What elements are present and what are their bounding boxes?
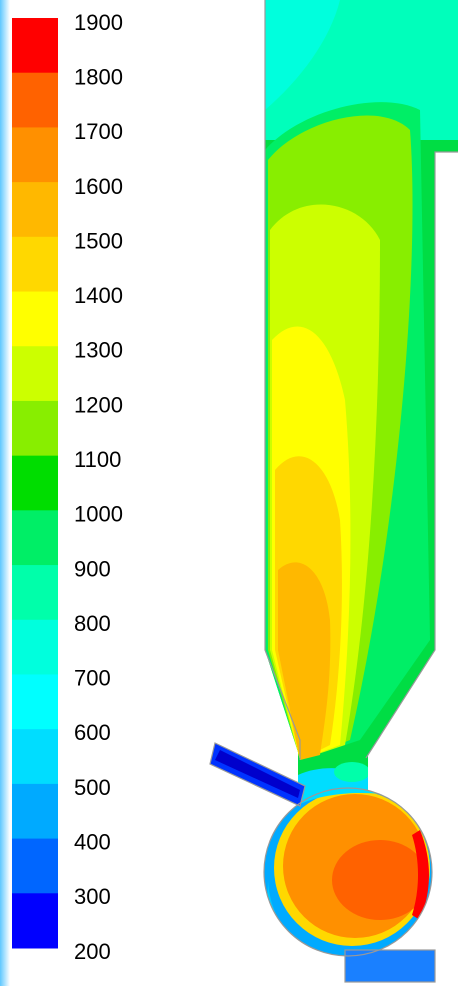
colorbar-band bbox=[12, 565, 58, 620]
colorbar-tick-label: 200 bbox=[74, 939, 111, 964]
colorbar-tick-label: 1200 bbox=[74, 392, 123, 417]
page: 1900 1800 1700 1600 1500 1400 1300 1200 1100 1000… bbox=[0, 0, 458, 986]
colorbar-band bbox=[12, 893, 58, 948]
colorbar-band bbox=[12, 18, 58, 73]
colorbar-band bbox=[12, 73, 58, 128]
colorbar-tick-label: 800 bbox=[74, 611, 111, 636]
colorbar-tick-label: 400 bbox=[74, 830, 111, 855]
colorbar-band bbox=[12, 182, 58, 237]
colorbar-band bbox=[12, 127, 58, 182]
colorbar-band bbox=[12, 784, 58, 839]
colorbar-band bbox=[12, 237, 58, 292]
colorbar-band bbox=[12, 292, 58, 347]
colorbar-tick-label: 1100 bbox=[74, 447, 121, 472]
colorbar-band bbox=[12, 346, 58, 401]
colorbar-tick-label: 300 bbox=[74, 884, 111, 909]
colorbar-tick-label: 1500 bbox=[74, 228, 123, 253]
colorbar-band bbox=[12, 401, 58, 456]
colorbar-band bbox=[12, 839, 58, 894]
colorbar-tick-label: 1700 bbox=[74, 119, 123, 144]
colorbar-band bbox=[12, 674, 58, 729]
colorbar-tick-label: 600 bbox=[74, 720, 111, 745]
colorbar-tick-label: 900 bbox=[74, 556, 111, 581]
colorbar: 1900 1800 1700 1600 1500 1400 1300 1200 1100 1000… bbox=[12, 10, 123, 964]
colorbar-tick-label: 1900 bbox=[74, 10, 123, 35]
colorbar-band bbox=[12, 729, 58, 784]
colorbar-tick-label: 1300 bbox=[74, 338, 123, 363]
colorbar-tick-label: 1000 bbox=[74, 502, 123, 527]
contour-field bbox=[200, 0, 458, 986]
colorbar-band bbox=[12, 456, 58, 511]
colorbar-band bbox=[12, 510, 58, 565]
colorbar-band bbox=[12, 620, 58, 675]
colorbar-tick-label: 1800 bbox=[74, 64, 123, 89]
colorbar-tick-label: 1400 bbox=[74, 283, 123, 308]
colorbar-tick-label: 1600 bbox=[74, 174, 123, 199]
contour-view: 1900 1800 1700 1600 1500 1400 1300 1200 1100 1000… bbox=[0, 0, 458, 986]
colorbar-tick-label: 700 bbox=[74, 666, 111, 691]
side-strip bbox=[0, 0, 10, 986]
colorbar-tick-label: 500 bbox=[74, 775, 111, 800]
